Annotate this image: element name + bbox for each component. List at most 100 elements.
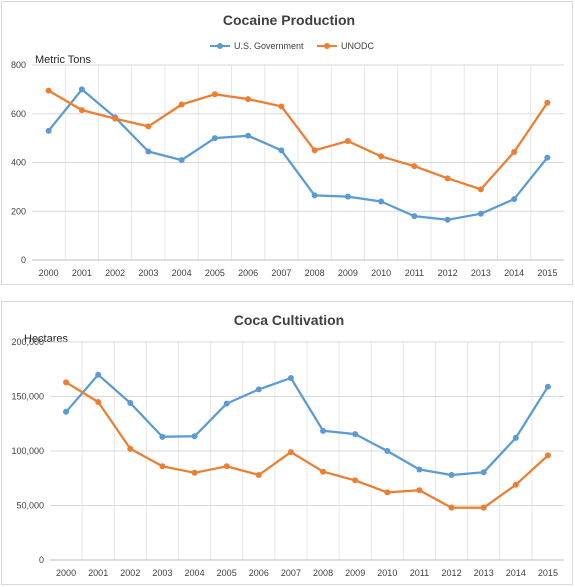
x-tick-label: 2011 [410,568,429,578]
legend: U.S. Government UNODC [210,41,374,51]
legend-label-us-government: U.S. Government [234,41,304,51]
y-axis-unit-label: Metric Tons [35,54,92,66]
x-tick-label: 2015 [538,568,558,578]
x-tick-label: 2007 [271,268,291,278]
coca-cultivation-chart: Coca Cultivation Hectares 0 50,000 100,000… [1,301,573,585]
data-point-unodc [320,468,327,475]
data-point-u-s-government [278,147,285,154]
y-tick-label: 100,000 [11,446,44,456]
data-point-u-s-government [223,400,230,407]
x-tick-label: 2013 [471,268,491,278]
data-point-u-s-government [255,386,262,393]
data-point-unodc [145,123,152,130]
data-point-unodc [444,175,451,182]
data-point-unodc [278,103,285,110]
x-tick-label: 2009 [338,268,358,278]
data-point-u-s-government [78,86,85,93]
data-point-unodc [544,99,551,106]
x-tick-label: 2005 [217,568,237,578]
x-tick-label: 2004 [172,268,192,278]
data-point-unodc [512,481,519,488]
y-tick-label: 600 [11,109,26,119]
data-point-u-s-government [311,192,318,199]
data-point-u-s-government [178,157,185,164]
x-tick-label: 2014 [506,568,526,578]
data-point-unodc [477,186,484,193]
data-point-unodc [95,398,102,405]
plot-area: 0 50,000 100,000 150,000 200,000 2000 2001 2002… [11,337,564,578]
data-point-unodc [191,469,198,476]
x-tick-label: 2001 [88,568,108,578]
data-point-u-s-government [448,471,455,478]
series-line-u-s-government [47,88,549,221]
data-point-u-s-government [191,433,198,440]
data-point-u-s-government [352,431,359,438]
x-tick-label: 2005 [205,268,225,278]
data-point-unodc [511,149,518,156]
cocaine-production-chart: Cocaine Production U.S. Government UNODC… [1,1,573,285]
data-point-u-s-government [245,132,252,139]
x-tick-label: 2012 [438,268,458,278]
data-point-u-s-government [344,193,351,200]
data-point-u-s-government [378,198,385,205]
data-point-unodc [287,449,294,456]
y-tick-label: 0 [21,255,26,265]
data-point-u-s-government [511,196,518,203]
x-tick-label: 2003 [152,568,172,578]
data-point-u-s-government [416,466,423,473]
series-line-unodc [65,381,549,509]
data-point-unodc [344,138,351,145]
data-point-unodc [255,471,262,478]
x-tick-label: 2000 [56,568,76,578]
data-point-unodc [245,96,252,103]
data-point-unodc [112,115,119,122]
cocaine-production-svg: Cocaine Production U.S. Government UNODC… [11,12,564,278]
legend-dot-us-government [217,43,223,49]
data-point-unodc [480,504,487,511]
y-tick-label: 0 [39,555,44,565]
data-point-u-s-government [544,383,551,390]
data-point-u-s-government [45,127,52,134]
data-point-u-s-government [411,213,418,220]
data-point-u-s-government [544,154,551,161]
data-point-unodc [78,107,85,114]
x-tick-label: 2012 [442,568,462,578]
x-tick-label: 2009 [345,568,365,578]
x-tick-label: 2008 [305,268,325,278]
data-point-u-s-government [211,135,218,142]
legend-label-unodc: UNODC [341,41,374,51]
data-point-u-s-government [480,469,487,476]
x-tick-label: 2007 [281,568,301,578]
data-point-unodc [352,477,359,484]
x-tick-label: 2002 [120,568,140,578]
plot-area: 0 200 400 600 800 2000 2001 2002 2003 2004 2005 200… [11,60,564,278]
x-tick-label: 2010 [377,568,397,578]
data-point-unodc [544,452,551,459]
data-point-u-s-government [63,408,70,415]
data-point-u-s-government [127,400,134,407]
x-tick-label: 2011 [405,268,424,278]
data-point-unodc [159,463,166,470]
data-point-unodc [45,87,52,94]
x-tick-label: 2008 [313,568,333,578]
data-point-unodc [416,487,423,494]
chart-title: Coca Cultivation [234,312,344,328]
x-tick-label: 2013 [474,568,494,578]
x-tick-label: 2006 [238,268,258,278]
x-tick-label: 2010 [371,268,391,278]
x-tick-label: 2003 [138,268,158,278]
data-point-u-s-government [444,216,451,223]
x-tick-label: 2006 [249,568,269,578]
x-tick-label: 2002 [105,268,125,278]
legend-dot-unodc [324,43,330,49]
data-point-unodc [178,101,185,108]
y-tick-label: 400 [11,158,26,168]
data-point-u-s-government [159,433,166,440]
data-point-u-s-government [384,448,391,454]
data-point-u-s-government [512,434,519,441]
data-point-unodc [411,163,418,170]
chart-title: Cocaine Production [223,12,355,28]
data-point-u-s-government [320,427,327,434]
data-point-unodc [384,489,391,496]
x-tick-label: 2004 [185,568,205,578]
